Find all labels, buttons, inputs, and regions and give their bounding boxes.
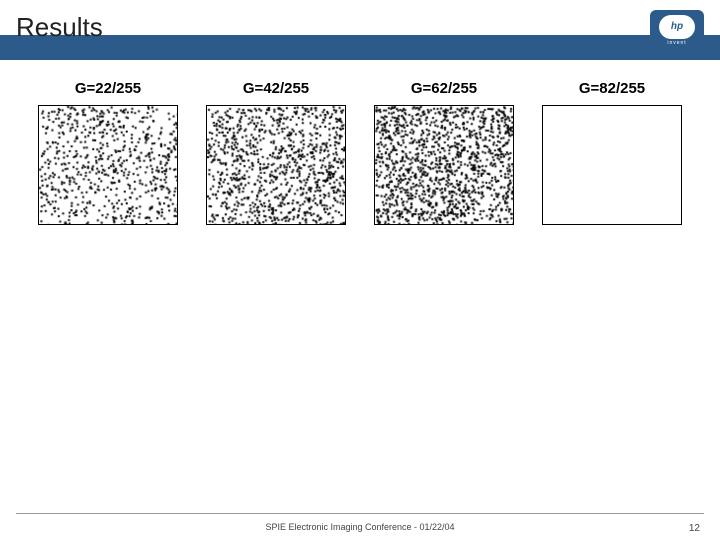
patterns-row	[24, 105, 696, 225]
footer-divider	[16, 513, 704, 514]
g-label-0: G=22/255	[38, 80, 178, 97]
slide-content: G=22/255 G=42/255 G=62/255 G=82/255	[0, 60, 720, 495]
pattern-0	[38, 105, 178, 225]
pattern-labels-row: G=22/255 G=42/255 G=62/255 G=82/255	[24, 80, 696, 97]
g-label-3: G=82/255	[542, 80, 682, 97]
hp-logo: hp invent	[650, 10, 704, 50]
pattern-3	[542, 105, 682, 225]
pattern-1	[206, 105, 346, 225]
pattern-2	[374, 105, 514, 225]
probability-chart	[224, 235, 564, 475]
g-label-1: G=42/255	[206, 80, 346, 97]
page-title: Results	[16, 12, 704, 43]
slide-header: Results hp invent	[0, 0, 720, 60]
logo-circle: hp	[659, 15, 695, 39]
logo-subtext: invent	[667, 40, 686, 46]
g-label-2: G=62/255	[374, 80, 514, 97]
chart-svg	[224, 235, 564, 475]
page-number: 12	[689, 523, 700, 534]
footer-text: SPIE Electronic Imaging Conference - 01/…	[0, 522, 720, 532]
